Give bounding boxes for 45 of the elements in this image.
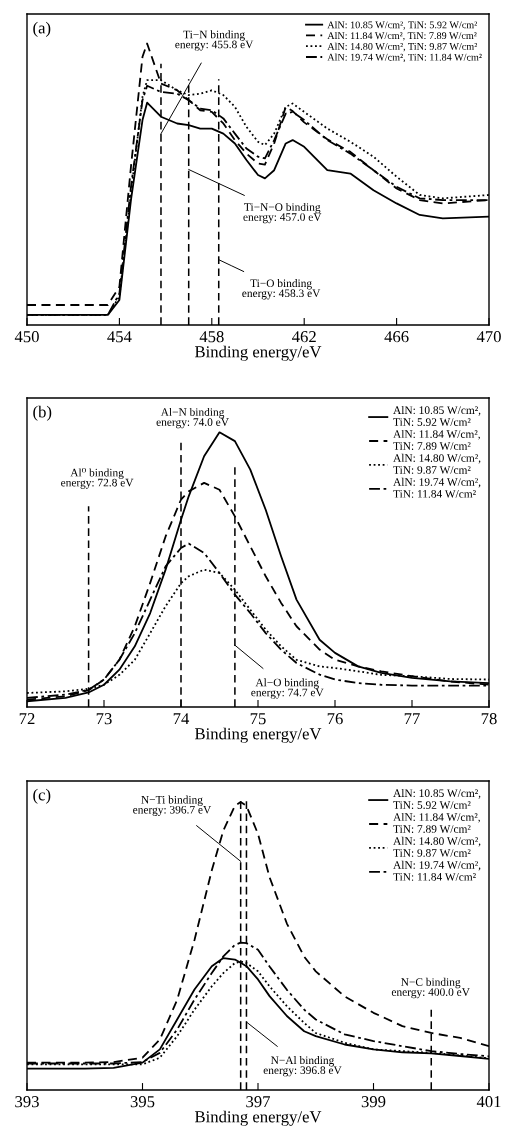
x-tick-label: 466 xyxy=(384,331,409,343)
x-tick-label: 78 xyxy=(481,713,497,725)
x-tick-label: 470 xyxy=(476,331,501,343)
legend-label: AlN: 11.84 W/cm², TiN: 7.89 W/cm² xyxy=(327,31,477,41)
legend-label: AlN: 11.84 W/cm², TiN: 7.89 W/cm² xyxy=(393,429,480,450)
x-tick-label: 72 xyxy=(19,713,35,725)
ref-line-label: Al−N binding energy: 74.0 eV xyxy=(156,407,229,429)
x-axis-title: Binding energy/eV xyxy=(194,345,322,361)
x-tick-label: 450 xyxy=(14,331,39,343)
ref-line-label: Al−O binding energy: 74.7 eV xyxy=(251,678,324,699)
x-tick-label: 401 xyxy=(476,1096,501,1108)
x-tick-label: 462 xyxy=(292,331,316,343)
x-tick-label: 77 xyxy=(404,713,420,725)
legend-label: AlN: 19.74 W/cm², TiN: 11.84 W/cm² xyxy=(327,53,482,63)
legend-label: AlN: 19.74 W/cm², TiN: 11.84 W/cm² xyxy=(393,477,481,498)
legend-label: AlN: 14.80 W/cm², TiN: 9.87 W/cm² xyxy=(393,836,481,857)
x-axis-title: Binding energy/eV xyxy=(194,1110,322,1126)
x-tick-label: 76 xyxy=(327,713,343,725)
x-tick-label: 73 xyxy=(96,713,112,725)
legend-label: AlN: 10.85 W/cm², TiN: 5.92 W/cm² xyxy=(393,788,481,809)
legend-label: AlN: 11.84 W/cm², TiN: 7.89 W/cm² xyxy=(393,812,480,833)
x-tick-label: 395 xyxy=(130,1096,155,1108)
ref-line-label: Ti−N binding energy: 455.8 eV xyxy=(175,30,254,51)
x-tick-label: 397 xyxy=(246,1096,271,1108)
ref-line-label: Ti−O binding energy: 458.3 eV xyxy=(242,279,321,300)
x-tick-label: 74 xyxy=(173,713,190,725)
ref-line-label: N−Al binding energy: 396.8 eV xyxy=(263,1056,342,1077)
legend-label: AlN: 10.85 W/cm², TiN: 5.92 W/cm² xyxy=(393,405,481,426)
x-tick-label: 458 xyxy=(199,331,224,343)
x-axis-title: Binding energy/eV xyxy=(194,727,322,743)
ref-line-label: N−Ti binding energy: 396.7 eV xyxy=(133,795,212,816)
legend-label: AlN: 14.80 W/cm², TiN: 9.87 W/cm² xyxy=(393,453,481,474)
x-tick-label: 393 xyxy=(15,1096,39,1108)
legend-label: AlN: 19.74 W/cm², TiN: 11.84 W/cm² xyxy=(393,860,481,881)
ref-line-label: Ti−N−O binding energy: 457.0 eV xyxy=(243,202,322,224)
chart-title: (a) xyxy=(33,21,51,37)
x-tick-label: 75 xyxy=(250,713,266,725)
ref-line-label: Al⁰ binding energy: 72.8 eV xyxy=(61,467,134,489)
chart-title: (b) xyxy=(33,405,52,421)
chart-title: (c) xyxy=(33,788,51,804)
ref-line-label: N−C binding energy: 400.0 eV xyxy=(391,977,470,999)
legend-label: AlN: 10.85 W/cm², TiN: 5.92 W/cm² xyxy=(327,21,477,30)
x-tick-label: 399 xyxy=(361,1096,386,1108)
x-tick-label: 454 xyxy=(107,331,132,343)
legend-label: AlN: 14.80 W/cm², TiN: 9.87 W/cm² xyxy=(327,42,477,52)
